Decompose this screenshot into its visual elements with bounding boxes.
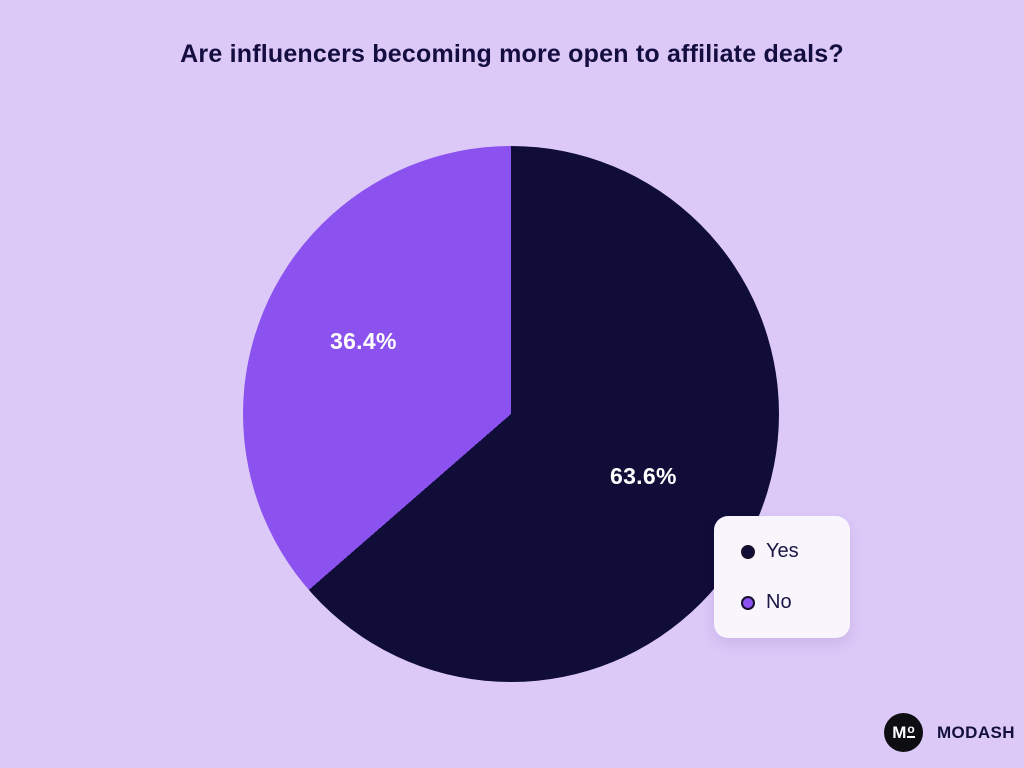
brand-name: MODASH — [937, 722, 1015, 742]
logo-letter-m: M — [892, 723, 907, 742]
pie-chart — [243, 146, 779, 682]
legend-label-no: No — [766, 591, 792, 613]
legend-marker-yes-icon — [741, 544, 755, 559]
legend-item-no: No — [741, 591, 850, 614]
chart-legend: Yes No — [714, 516, 850, 638]
legend-marker-no-icon — [741, 595, 755, 610]
pie-slice-label-no: 36.4% — [330, 328, 397, 354]
logo-letter-o: o — [907, 722, 915, 738]
modash-branding: M o MODASH — [884, 713, 1015, 752]
pie-slice-label-yes: 63.6% — [610, 463, 677, 489]
chart-title: Are influencers becoming more open to af… — [180, 40, 844, 68]
legend-label-yes: Yes — [766, 540, 799, 562]
modash-logo-icon: M o — [884, 713, 923, 752]
legend-item-yes: Yes — [741, 540, 850, 563]
